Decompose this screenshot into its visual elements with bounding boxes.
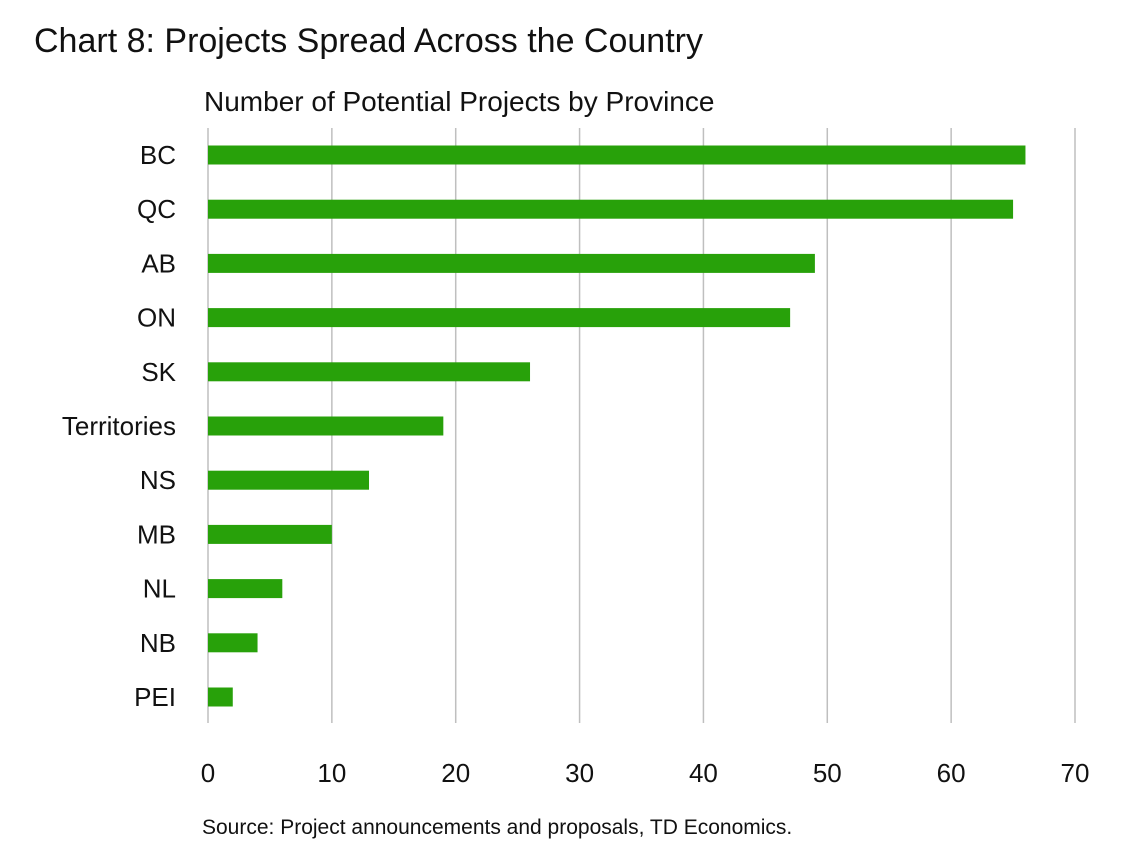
category-label: QC: [137, 194, 176, 224]
category-label: MB: [137, 519, 176, 549]
bar-bc: [208, 145, 1026, 165]
bar-pei: [208, 687, 233, 707]
category-labels: BC QC AB ON SK Territories NS MB NL NB PEI: [62, 140, 177, 712]
x-tick-label: 50: [813, 758, 842, 788]
category-label: AB: [141, 248, 176, 278]
x-tick-label: 10: [317, 758, 346, 788]
category-label: Territories: [62, 411, 176, 441]
bar-nl: [208, 579, 283, 599]
x-tick-label: 60: [937, 758, 966, 788]
category-label: NB: [140, 628, 176, 658]
bar-territories: [208, 416, 444, 436]
x-tick-label: 40: [689, 758, 718, 788]
category-label: ON: [137, 303, 176, 333]
source-note: Source: Project announcements and propos…: [202, 816, 793, 839]
category-label: NL: [143, 574, 176, 604]
bar-on: [208, 308, 791, 328]
bar-qc: [208, 199, 1014, 219]
chart-title: Chart 8: Projects Spread Across the Coun…: [34, 22, 703, 60]
x-tick-label: 0: [201, 758, 215, 788]
x-tick-labels: 0 10 20 30 40 50 60 70: [201, 758, 1090, 788]
bar-ab: [208, 253, 815, 273]
x-tick-label: 20: [441, 758, 470, 788]
bars: [208, 145, 1026, 707]
bar-sk: [208, 362, 531, 382]
x-tick-label: 70: [1061, 758, 1090, 788]
bar-ns: [208, 470, 370, 490]
category-label: PEI: [134, 682, 176, 712]
x-tick-label: 30: [565, 758, 594, 788]
chart-subtitle: Number of Potential Projects by Province: [204, 86, 715, 117]
gridlines: [207, 128, 1076, 723]
category-label: NS: [140, 465, 176, 495]
category-label: SK: [141, 357, 176, 387]
bar-nb: [208, 633, 258, 653]
bar-mb: [208, 524, 332, 544]
category-label: BC: [140, 140, 176, 170]
